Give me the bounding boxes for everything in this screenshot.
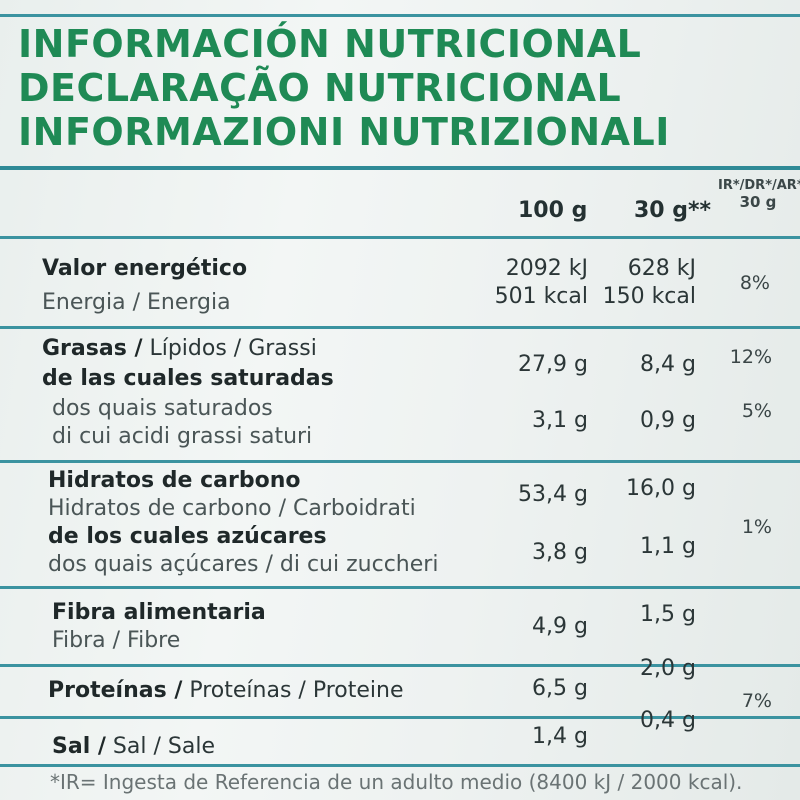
title-pt: DECLARAÇÃO NUTRICIONAL (18, 66, 622, 110)
footnote: *IR= Ingesta de Referencia de un adulto … (50, 770, 743, 794)
fat-30g: 8,4 g (640, 352, 696, 377)
energy-sublabel: Energia / Energia (42, 290, 231, 315)
protein-30g: 2,0 g (640, 656, 696, 681)
energy-kcal-100g: 501 kcal (494, 284, 588, 309)
fat-label: Grasas / Lípidos / Grassi (42, 336, 317, 361)
energy-ir: 8% (739, 272, 770, 294)
fat-saturated-pt: dos quais saturados (52, 396, 273, 421)
carbs-rule (0, 586, 800, 589)
sugars-label: de los cuales azúcares (48, 524, 327, 549)
fat-saturated-label: de las cuales saturadas (42, 366, 334, 391)
salt-30g: 0,4 g (640, 708, 696, 733)
header-30g: 30 g** (634, 198, 712, 223)
fiber-label: Fibra alimentaria (52, 600, 266, 625)
energy-label: Valor energético (42, 256, 248, 281)
carbs-30g: 16,0 g (626, 476, 696, 501)
header-rule (0, 236, 800, 239)
header-ir-line1: IR*/DR*/AR* (718, 178, 800, 193)
sugars-30g: 1,1 g (640, 534, 696, 559)
salt-rule (0, 764, 800, 767)
fat-ir: 12% (729, 346, 772, 368)
protein-label-rest: Proteínas / Proteine (182, 678, 404, 703)
header-ir: IR*/DR*/AR* 30 g (718, 178, 800, 211)
fiber-30g: 1,5 g (640, 602, 696, 627)
salt-100g: 1,4 g (532, 724, 588, 749)
protein-100g: 6,5 g (532, 676, 588, 701)
fat-saturated-100g: 3,1 g (532, 408, 588, 433)
fat-saturated-30g: 0,9 g (640, 408, 696, 433)
salt-label-bold: Sal / (52, 734, 106, 759)
protein-rule (0, 716, 800, 719)
energy-rule (0, 326, 800, 329)
protein-label: Proteínas / Proteínas / Proteine (48, 678, 403, 703)
fat-saturated-ir: 5% (741, 400, 772, 422)
energy-kj-100g: 2092 kJ (505, 256, 588, 281)
title-rule (0, 166, 800, 170)
energy-kj-30g: 628 kJ (627, 256, 696, 281)
carbs-label: Hidratos de carbono (48, 468, 301, 493)
sugars-ir: 1% (741, 516, 772, 538)
fiber-sublabel: Fibra / Fibre (52, 628, 181, 653)
header-ir-line2: 30 g (739, 193, 777, 211)
carbs-sublabel: Hidratos de carbono / Carboidrati (48, 496, 416, 521)
fat-100g: 27,9 g (518, 352, 588, 377)
fat-saturated-it: di cui acidi grassi saturi (52, 424, 313, 449)
header-100g: 100 g (518, 198, 588, 223)
title-es: INFORMACIÓN NUTRICIONAL (18, 22, 642, 66)
salt-label-rest: Sal / Sale (105, 734, 215, 759)
protein-label-bold: Proteínas / (48, 678, 183, 703)
top-rule (0, 14, 800, 17)
salt-ir: 7% (741, 690, 772, 712)
fiber-rule (0, 664, 800, 667)
fat-label-bold: Grasas / (42, 336, 143, 361)
title-it: INFORMAZIONI NUTRIZIONALI (18, 110, 670, 154)
sugars-100g: 3,8 g (532, 540, 588, 565)
carbs-100g: 53,4 g (518, 482, 588, 507)
fat-label-rest: Lípidos / Grassi (142, 336, 317, 361)
fiber-100g: 4,9 g (532, 614, 588, 639)
energy-kcal-30g: 150 kcal (602, 284, 696, 309)
fat-rule (0, 460, 800, 463)
salt-label: Sal / Sal / Sale (52, 734, 215, 759)
sugars-sublabel: dos quais açúcares / di cui zuccheri (48, 552, 439, 577)
